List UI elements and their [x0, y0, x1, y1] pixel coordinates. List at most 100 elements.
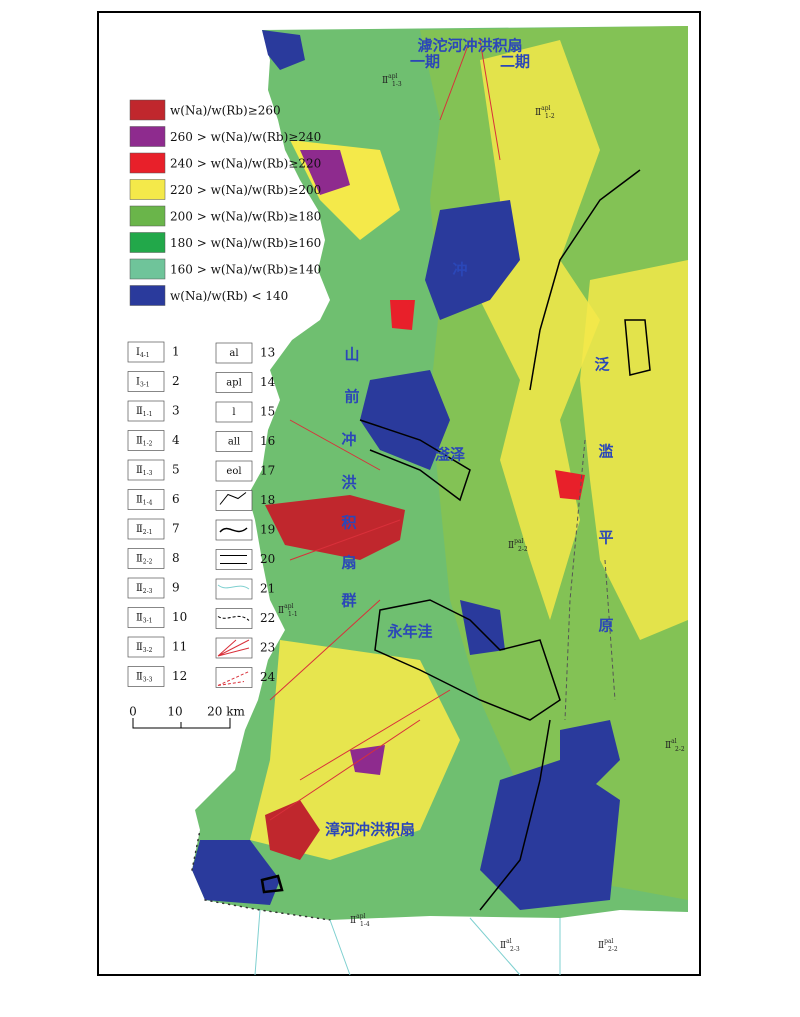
map-label: 洪 — [341, 474, 356, 492]
zone-label: Ⅱal 2-2 — [665, 738, 685, 753]
symbol-code-sub: 3-3 — [143, 676, 153, 683]
symbol-number: 11 — [172, 640, 187, 654]
boundary-line — [374, 599, 561, 721]
boundary-dots — [191, 829, 331, 921]
symbol-box — [127, 400, 165, 422]
boundary-line — [479, 719, 551, 911]
map-label: 滏泽 — [435, 446, 465, 464]
zone-sub: 2-2 — [608, 946, 618, 953]
symbol-code: Ⅱ3-3 — [136, 671, 153, 683]
symbol-number: 2 — [172, 374, 180, 388]
legend-swatch — [129, 205, 166, 227]
map-label: 积 — [341, 514, 356, 532]
symbol-code-main: Ⅱ — [136, 612, 143, 623]
zone-code: Ⅱ — [508, 541, 514, 551]
symbol-code-main: Ⅱ — [136, 583, 143, 594]
red-zone — [265, 495, 405, 560]
symbol-code: Ⅱ1-3 — [136, 465, 153, 477]
symbol-number: 20 — [260, 552, 275, 566]
symbol-code-main: l — [232, 407, 235, 418]
zone-sub: 1-4 — [360, 921, 370, 928]
symbol-box — [215, 431, 253, 452]
zone-label: Ⅱpal 2-2 — [508, 538, 528, 553]
zone-sub: 1-1 — [288, 611, 298, 618]
symbol-number: 23 — [260, 641, 275, 655]
symbol-box — [127, 430, 165, 451]
legend-swatch — [129, 99, 166, 121]
symbol-box — [127, 636, 165, 658]
legend-label: w(Na)/w(Rb) < 140 — [170, 289, 288, 303]
map-label: 群 — [341, 592, 356, 610]
scale-label: 10 — [167, 705, 182, 719]
symbol-code-sub: 3-1 — [140, 381, 150, 388]
scale-bar: 0 10 20 km — [129, 705, 245, 729]
map-label: 山 — [344, 346, 359, 364]
zone-sup: apl — [284, 603, 293, 610]
symbol-code: Ⅰ4-1 — [136, 347, 150, 359]
symbol-code-sub: 2-3 — [143, 588, 153, 595]
frame — [97, 11, 701, 976]
legend-swatch — [129, 258, 166, 280]
symbol-code: Ⅱ2-3 — [136, 583, 153, 595]
zone-sub: 2-2 — [675, 746, 685, 753]
boundary-line — [260, 874, 284, 894]
symbol-code: Ⅱ1-4 — [136, 494, 153, 506]
symbol-line — [219, 492, 247, 505]
symbol-code: eol — [226, 466, 241, 477]
blue-zone — [560, 720, 620, 790]
symbol-box — [127, 607, 165, 628]
zone-code: Ⅱ — [598, 941, 604, 951]
map-label: 泛 — [594, 356, 609, 374]
purple-zone — [350, 745, 385, 775]
zone-sup: pal — [514, 538, 523, 545]
zone-label: Ⅱapl 1-3 — [382, 73, 402, 88]
map-label: 二期 — [500, 53, 530, 71]
symbol-box — [127, 577, 165, 599]
symbol-code-main: Ⅱ — [136, 435, 143, 446]
yellow-zone — [580, 260, 688, 640]
symbol-number: 13 — [260, 346, 275, 360]
legend-label: 240 > w(Na)/w(Rb)≥220 — [170, 157, 321, 171]
symbol-box — [127, 666, 165, 687]
map-label: 滥 — [598, 443, 613, 461]
symbol-code-main: Ⅰ — [136, 376, 140, 387]
symbol-box — [215, 490, 253, 511]
symbol-line — [220, 555, 247, 564]
map-label: 冲 — [452, 261, 467, 279]
symbol-number: 6 — [172, 492, 180, 506]
symbol-number: 12 — [172, 669, 187, 683]
symbol-number: 19 — [260, 523, 275, 537]
red-zone — [390, 300, 415, 330]
symbol-number: 8 — [172, 551, 180, 565]
legend: w(Na)/w(Rb)≥260 260 > w(Na)/w(Rb)≥240 240 … — [129, 99, 321, 306]
zone-label: Ⅱal 2-3 — [500, 938, 520, 953]
symbol-code-sub: 1-3 — [143, 470, 153, 477]
zone-label: Ⅱapl 1-4 — [350, 913, 370, 928]
fan-line — [269, 39, 501, 821]
symbol-code-sub: 2-2 — [143, 558, 153, 565]
symbol-code-sub: 1-4 — [143, 499, 153, 506]
map-label: 冲 — [341, 431, 356, 449]
symbol-box — [127, 489, 165, 510]
legend-label: 260 > w(Na)/w(Rb)≥240 — [170, 130, 321, 144]
symbol-box — [215, 401, 253, 423]
symbol-code-main: eol — [226, 466, 241, 477]
symbol-number: 3 — [172, 404, 180, 418]
symbol-box — [127, 341, 165, 363]
scale-line — [132, 718, 231, 729]
symbol-code-main: apl — [226, 377, 242, 388]
scale-label: 0 — [129, 705, 137, 719]
purple-zone — [300, 150, 350, 195]
legend-swatch — [129, 152, 166, 174]
legend-swatch — [129, 232, 166, 253]
legend-label: w(Na)/w(Rb)≥260 — [170, 104, 281, 118]
symbol-number: 18 — [260, 493, 275, 507]
symbol-number: 21 — [260, 582, 275, 596]
symbol-code-sub: 4-1 — [140, 352, 150, 359]
blue-zone — [480, 760, 620, 910]
symbol-code-main: all — [228, 436, 240, 447]
zone-sup: al — [506, 938, 512, 945]
zone-code: Ⅱ — [382, 76, 388, 86]
symbol-code: l — [232, 407, 235, 418]
